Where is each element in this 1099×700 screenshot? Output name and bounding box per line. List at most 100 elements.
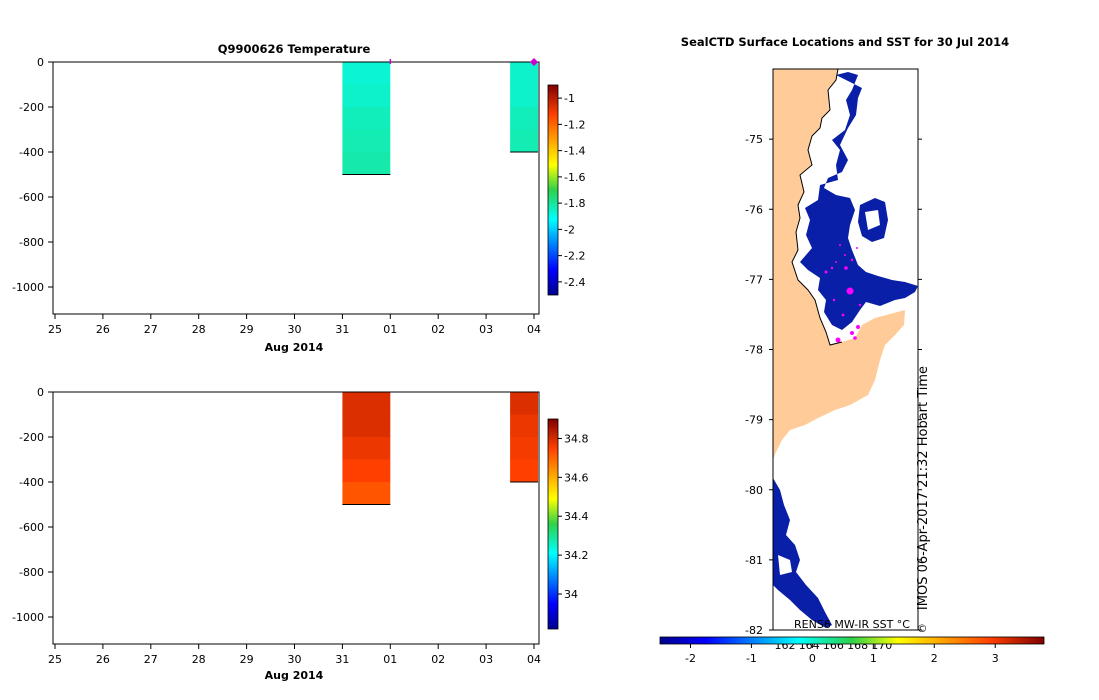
- seal-location: [858, 303, 862, 307]
- x-tick-label: 30: [288, 653, 302, 666]
- salinity-panel: 25 26 27 28 29 30 31 01 02 03 04 0 -200 -400 -600 -800…: [12, 386, 588, 682]
- seal-location: [832, 298, 836, 302]
- temperature-panel: Q9900626 Temperature 25 26 27 28 29 30 31 01 02 0…: [12, 42, 585, 354]
- y-tick-label: -1000: [12, 611, 44, 624]
- temperature-colorbar-gradient: [547, 84, 559, 296]
- x-tick-label: 04: [527, 653, 541, 666]
- y-tick-label: -800: [19, 236, 44, 249]
- colorbar-tick-label: -2: [564, 223, 575, 236]
- x-tick-label: 31: [335, 653, 349, 666]
- sst-colorbar-tick-label: 1: [870, 652, 877, 665]
- x-tick-label: 27: [144, 323, 158, 336]
- salinity-profiles: [342, 392, 538, 505]
- x-tick-label: 03: [479, 323, 493, 336]
- sst-colorbar-tick-label: 2: [931, 652, 938, 665]
- profile-cell: [510, 129, 538, 153]
- sst-colorbar-label: RENS6 MW-IR SST °C: [794, 618, 910, 631]
- colorbar-tick-label: 34.6: [564, 471, 589, 484]
- x-tick-label: 02: [431, 653, 445, 666]
- profile-cell: [510, 62, 538, 85]
- seal-location: [856, 325, 860, 329]
- x-tick-label: 28: [192, 653, 206, 666]
- sst-colorbar-tick-label: -1: [746, 652, 757, 665]
- y-tick-label: 0: [37, 56, 44, 69]
- seal-location: [856, 247, 858, 249]
- salinity-x-axis: 25 26 27 28 29 30 31 01 02 03 04: [48, 644, 541, 666]
- colorbar-tick-label: -1.2: [564, 118, 585, 131]
- map-title: SealCTD Surface Locations and SST for 30…: [681, 35, 1009, 49]
- sst-colorbar-tick-label: -2: [685, 652, 696, 665]
- profile-cell: [510, 84, 538, 108]
- y-tick-label: -400: [19, 146, 44, 159]
- y-tick-label: -200: [19, 431, 44, 444]
- x-tick-label: 03: [479, 653, 493, 666]
- temperature-plot-frame: [52, 61, 540, 315]
- x-tick-label: 26: [96, 653, 110, 666]
- colorbar-tick-label: 34: [564, 588, 578, 601]
- profile-cell: [342, 392, 391, 415]
- profile-cell: [510, 437, 538, 460]
- profile-cell: [510, 107, 538, 130]
- profile-cell: [510, 392, 538, 415]
- y-tick-label: -400: [19, 476, 44, 489]
- y-tick-label: 0: [37, 386, 44, 399]
- copyright-symbol: ©: [917, 622, 928, 635]
- coastline: [791, 68, 843, 346]
- colorbar-tick-label: -1.6: [564, 171, 585, 184]
- y-tick-label: -200: [19, 101, 44, 114]
- y-tick-label: -800: [19, 566, 44, 579]
- map-panel: SealCTD Surface Locations and SST for 30…: [659, 35, 1045, 665]
- x-tick-label: 04: [527, 323, 541, 336]
- profile-cell: [342, 107, 391, 130]
- seal-locations: [824, 244, 862, 343]
- profile-cell: [510, 459, 538, 483]
- seal-location: [844, 254, 846, 256]
- seal-location: [850, 258, 854, 262]
- profile-cell: [342, 437, 391, 460]
- x-tick-label: 25: [48, 653, 62, 666]
- sst-colorbar-tick-label: 0: [809, 652, 816, 665]
- sst-colorbar-tick-label: 3: [992, 652, 999, 665]
- y-tick-label: -1000: [12, 281, 44, 294]
- temperature-x-axis: 25 26 27 28 29 30 31 01 02 03 04: [48, 314, 541, 336]
- x-tick-label: 25: [48, 323, 62, 336]
- land-mass: [773, 69, 905, 460]
- profile-cell: [342, 459, 391, 483]
- profile-cell: [342, 129, 391, 153]
- lat-tick-label: -82: [745, 624, 763, 637]
- lat-tick-label: -76: [745, 203, 763, 216]
- colorbar-tick-label: 34.2: [564, 549, 589, 562]
- seal-location-main: [846, 287, 854, 295]
- temperature-title: Q9900626 Temperature: [218, 42, 371, 56]
- sst-swath-coast: [800, 72, 918, 330]
- lat-tick-label: -79: [745, 414, 763, 427]
- sst-colorbar-ticks: -2 -1 0 1 2 3: [685, 644, 999, 665]
- temperature-profiles: [342, 62, 538, 175]
- temperature-markers: [389, 58, 538, 66]
- profile-cell: [342, 414, 391, 438]
- x-tick-label: 27: [144, 653, 158, 666]
- colorbar-tick-label: 34.4: [564, 510, 589, 523]
- y-tick-label: -600: [19, 191, 44, 204]
- seal-location: [835, 261, 837, 263]
- seal-location: [839, 244, 841, 246]
- salinity-plot-frame: [52, 391, 540, 645]
- salinity-colorbar-gradient: [547, 418, 559, 630]
- seal-location: [835, 337, 841, 343]
- profile-cell: [510, 414, 538, 438]
- x-tick-label: 29: [240, 653, 254, 666]
- colorbar-tick-label: -1.8: [564, 197, 585, 210]
- seal-location: [824, 270, 828, 274]
- profile-cell: [342, 84, 391, 108]
- lat-tick-label: -81: [745, 554, 763, 567]
- seal-location: [850, 331, 854, 335]
- colorbar-tick-label: 34.8: [564, 432, 589, 445]
- seal-location: [844, 266, 848, 270]
- profile-cell: [342, 62, 391, 85]
- x-tick-label: 01: [383, 323, 397, 336]
- salinity-x-label: Aug 2014: [265, 669, 324, 682]
- x-tick-label: 31: [335, 323, 349, 336]
- surface-marker: [530, 58, 538, 66]
- lat-tick-label: -78: [745, 344, 763, 357]
